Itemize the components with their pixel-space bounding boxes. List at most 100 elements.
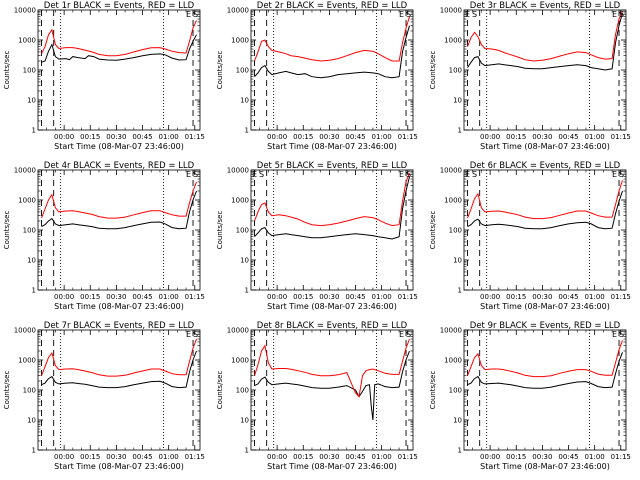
annotation-s: S (472, 10, 477, 19)
y-tick-label: 1000 (231, 357, 249, 365)
x-tick-label: 00:30 (532, 133, 552, 141)
x-axis-label: Start Time (08-Mar-07 23:46:00) (480, 462, 610, 471)
x-tick-label: 00:30 (106, 293, 126, 301)
annotation-s: S (619, 330, 624, 339)
series-line-black (41, 190, 197, 230)
y-tick-label: 100 (449, 227, 462, 235)
y-tick-label: 10 (27, 417, 36, 425)
x-axis-label: Start Time (08-Mar-07 23:46:00) (54, 462, 184, 471)
x-tick-label: 01:15 (611, 133, 631, 141)
x-axis-label: Start Time (08-Mar-07 23:46:00) (267, 462, 397, 471)
y-tick-label: 10 (27, 257, 36, 265)
x-tick-label: 00:45 (132, 453, 152, 461)
y-tick-label: 1000 (18, 357, 36, 365)
y-tick-label: 1 (32, 287, 36, 295)
x-tick-label: 01:15 (398, 453, 418, 461)
y-tick-label: 10 (240, 257, 249, 265)
x-tick-label: 00:15 (293, 293, 313, 301)
plot-frame (37, 9, 201, 131)
x-tick-label: 00:15 (293, 453, 313, 461)
plot-frame (463, 9, 627, 131)
y-tick-label: 1000 (18, 197, 36, 205)
series-line-black (254, 25, 410, 79)
y-tick-label: 100 (236, 387, 249, 395)
chart-title: Det 2r BLACK = Events, RED = LLD (257, 1, 408, 11)
chart-title: Det 1r BLACK = Events, RED = LLD (44, 1, 195, 11)
annotation-e: E (612, 330, 617, 339)
series-line-red (41, 338, 197, 377)
series-line-red (467, 340, 623, 378)
x-tick-label: 00:00 (267, 293, 287, 301)
y-tick-label: 10000 (14, 327, 36, 335)
y-tick-label: 10 (453, 417, 462, 425)
annotation-e: E (399, 170, 404, 179)
x-tick-label: 01:15 (611, 293, 631, 301)
x-tick-label: 00:30 (319, 293, 339, 301)
y-axis-label: Counts/sec (3, 51, 11, 90)
y-tick-label: 100 (449, 67, 462, 75)
annotation-s: S (406, 330, 411, 339)
x-tick-label: 00:00 (480, 133, 500, 141)
x-tick-label: 01:15 (185, 133, 205, 141)
detector-panel-8: Det 8r BLACK = Events, RED = LLD Counts/s… (216, 321, 418, 471)
detector-panel-6: Det 6r BLACK = Events, RED = LLD Counts/s… (429, 161, 631, 311)
x-tick-label: 00:30 (106, 133, 126, 141)
y-axis-label: Counts/sec (216, 371, 224, 410)
x-tick-label: 00:15 (506, 133, 526, 141)
plot-frame (250, 169, 414, 291)
detector-panel-7: Det 7r BLACK = Events, RED = LLD Counts/s… (3, 321, 205, 471)
y-tick-label: 10000 (440, 7, 462, 15)
x-tick-label: 00:45 (558, 453, 578, 461)
annotation-e: E (252, 170, 257, 179)
x-tick-label: 00:45 (558, 293, 578, 301)
x-tick-label: 00:30 (532, 293, 552, 301)
y-axis-label: Counts/sec (3, 211, 11, 250)
y-tick-label: 100 (23, 227, 36, 235)
x-tick-label: 01:00 (585, 293, 605, 301)
x-tick-label: 00:45 (345, 133, 365, 141)
x-tick-label: 00:45 (345, 453, 365, 461)
annotation-s: S (619, 10, 624, 19)
y-tick-label: 1 (458, 127, 462, 135)
y-tick-label: 1000 (231, 37, 249, 45)
y-tick-label: 1 (245, 287, 249, 295)
y-tick-label: 10000 (227, 7, 249, 15)
y-tick-label: 100 (449, 387, 462, 395)
y-tick-label: 100 (236, 67, 249, 75)
annotation-s: S (259, 170, 264, 179)
y-tick-label: 1000 (18, 37, 36, 45)
chart-title: Det 3r BLACK = Events, RED = LLD (470, 1, 621, 11)
x-axis-label: Start Time (08-Mar-07 23:46:00) (267, 302, 397, 311)
annotation-s: S (619, 170, 624, 179)
x-tick-label: 00:45 (558, 133, 578, 141)
annotation-e: E (186, 330, 191, 339)
y-tick-label: 10 (240, 417, 249, 425)
y-tick-label: 10 (453, 257, 462, 265)
chart-title: Det 8r BLACK = Events, RED = LLD (257, 321, 408, 331)
series-line-red (254, 16, 410, 62)
x-tick-label: 01:00 (159, 453, 179, 461)
y-tick-label: 10000 (440, 327, 462, 335)
detector-panel-3: Det 3r BLACK = Events, RED = LLD Counts/s… (429, 1, 631, 151)
x-tick-label: 01:00 (372, 133, 392, 141)
x-axis-label: Start Time (08-Mar-07 23:46:00) (54, 302, 184, 311)
series-line-black (254, 176, 410, 240)
y-tick-label: 1 (458, 287, 462, 295)
chart-title: Det 9r BLACK = Events, RED = LLD (470, 321, 621, 331)
y-axis-label: Counts/sec (216, 211, 224, 250)
annotation-e: E (465, 10, 470, 19)
y-tick-label: 1000 (444, 357, 462, 365)
annotation-e: E (186, 10, 191, 19)
x-tick-label: 00:15 (506, 453, 526, 461)
y-tick-label: 1 (458, 447, 462, 455)
x-tick-label: 00:45 (132, 133, 152, 141)
plot-frame (37, 169, 201, 291)
x-tick-label: 00:00 (267, 133, 287, 141)
detector-panel-4: Det 4r BLACK = Events, RED = LLD Counts/s… (3, 161, 205, 311)
chart-title: Det 6r BLACK = Events, RED = LLD (470, 161, 621, 171)
x-tick-label: 01:15 (185, 293, 205, 301)
y-tick-label: 10000 (227, 167, 249, 175)
chart-title: Det 4r BLACK = Events, RED = LLD (44, 161, 195, 171)
chart-title: Det 5r BLACK = Events, RED = LLD (257, 161, 408, 171)
x-tick-label: 00:00 (54, 293, 74, 301)
